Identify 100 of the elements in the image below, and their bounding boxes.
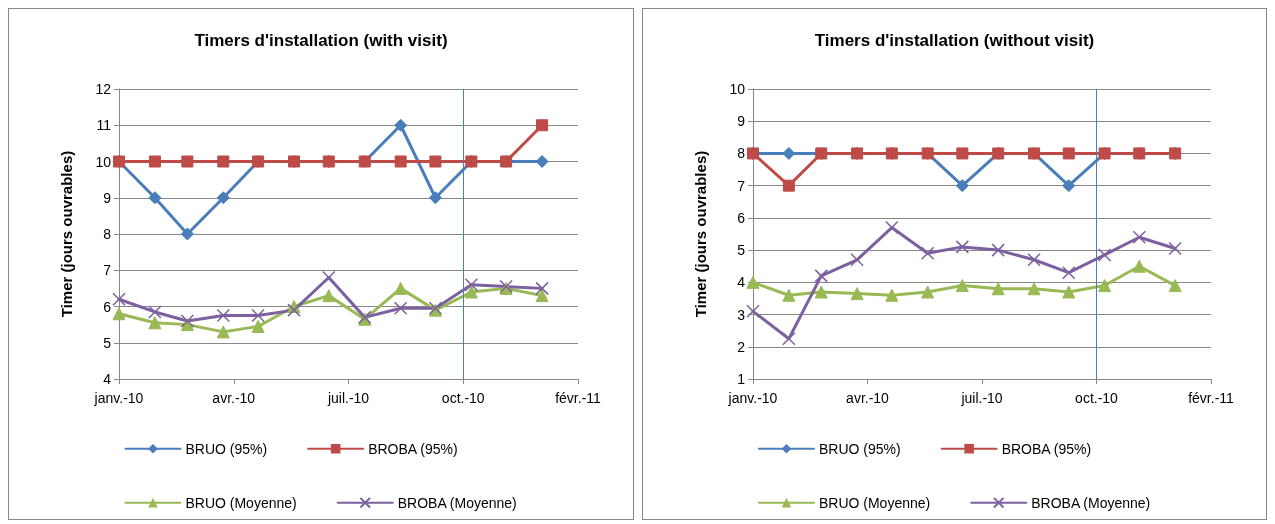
point [1062,179,1076,193]
point [955,279,969,293]
point [850,253,864,267]
y-tick-label: 4 [737,274,746,291]
point [991,243,1005,257]
point [1062,147,1075,160]
legend-label: BRUO (Moyenne) [818,494,931,511]
legend-label: BRUO (95%) [185,440,268,457]
point [148,316,162,330]
point [991,282,1005,296]
x-tick-label: janv.-10 [727,390,778,406]
point [112,307,126,321]
point [782,179,795,192]
point [112,292,126,306]
point [180,227,194,241]
x-tick-label: juil.-10 [960,390,1003,406]
y-tick-label: 9 [737,113,746,130]
y-tick-label: 2 [737,338,746,355]
point [1132,259,1146,273]
point [394,118,408,132]
y-axis-title: Timer (jours ouvrables) [58,150,75,318]
x-tick-label: avr.-10 [846,390,890,406]
legend-label: BRUO (Moyenne) [185,494,297,511]
point [535,155,549,168]
y-tick-label: 8 [103,226,112,242]
point [920,246,935,261]
x-tick-label: févr.-11 [1188,390,1235,406]
point [216,308,231,323]
x-tick-label: avr.-10 [212,390,256,406]
point [814,285,828,299]
y-tick-label: 10 [729,81,746,97]
point [287,303,301,317]
legend-label: BRUO (95%) [818,440,901,457]
point [464,278,479,292]
point [921,285,935,299]
point [746,275,760,289]
x-tick-label: févr.-11 [555,390,602,406]
point [1168,241,1182,256]
x-tick-label: oct.-10 [441,390,485,406]
chart-title: Timers d'installation (with visit) [194,31,448,50]
point [885,220,899,235]
point [148,155,161,168]
point [955,179,969,193]
point [180,314,195,328]
y-tick-label: 12 [95,81,112,97]
y-tick-label: 9 [103,189,112,206]
point [1132,230,1147,244]
point [148,191,162,205]
point [216,325,230,339]
y-tick-label: 7 [103,262,112,279]
legend-label: BROBA (95%) [1001,440,1092,457]
legend-label: BROBA (95%) [368,440,458,457]
point [1061,265,1076,280]
point [1097,248,1112,262]
point [394,281,408,295]
point [217,155,230,168]
x-tick-label: janv.-10 [93,390,144,406]
point [393,301,408,316]
point [536,119,549,132]
y-tick-label: 7 [737,177,746,194]
point [814,269,828,283]
point [464,285,478,299]
point [535,289,549,303]
point [782,288,796,302]
y-tick-label: 11 [96,117,112,134]
y-tick-label: 4 [103,371,112,387]
point [782,331,796,346]
point [428,191,442,205]
legend-label: BROBA (Moyenne) [397,494,517,511]
y-tick-label: 5 [103,334,112,351]
point [782,146,796,160]
point [885,288,899,302]
point [322,289,336,303]
point [956,147,969,160]
point [429,155,442,168]
point [1098,279,1112,293]
y-tick-label: 5 [737,242,746,259]
y-tick-label: 3 [737,306,746,323]
point [148,305,162,319]
point [955,240,970,254]
point [1027,282,1041,296]
y-tick-label: 1 [737,371,746,387]
y-axis-title: Timer (jours ouvrables) [692,150,709,318]
y-tick-label: 6 [737,209,746,226]
point [1027,253,1041,267]
y-tick-label: 6 [103,298,112,315]
point [251,319,265,333]
y-tick-label: 8 [737,145,746,162]
point [394,155,407,168]
point [1168,279,1182,293]
point [216,191,230,205]
x-tick-label: juil.-10 [326,390,370,406]
chart-title: Timers d'installation (without visit) [814,31,1095,50]
point [1062,285,1076,299]
point [850,287,864,301]
x-tick-label: oct.-10 [1075,390,1119,406]
legend-label: BROBA (Moyenne) [1031,494,1151,511]
point [181,155,194,168]
point [251,308,265,323]
point [535,281,549,296]
